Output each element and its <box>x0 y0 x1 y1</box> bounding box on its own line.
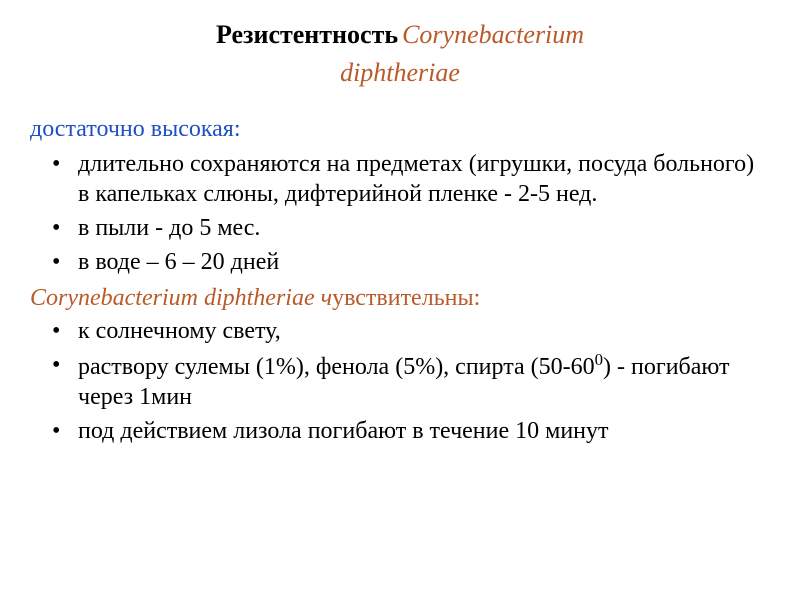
subheading-high-resistance: достаточно высокая: <box>30 116 770 143</box>
item-superscript: 0 <box>595 350 603 369</box>
list-item: под действием лизола погибают в течение … <box>30 416 770 446</box>
list-item: к солнечному свету, <box>30 316 770 346</box>
title-line1: Резистентность Corynebacterium <box>30 20 770 50</box>
list-item: в пыли - до 5 мес. <box>30 213 770 243</box>
subheading-plain-part: увствительны: <box>332 285 480 311</box>
item-prefix: раствору сулемы (1%), фенола (5%), спирт… <box>78 354 595 380</box>
title-main-text: Резистентность <box>216 20 398 49</box>
resistance-list: длительно сохраняются на предметах (игру… <box>30 149 770 277</box>
list-item: длительно сохраняются на предметах (игру… <box>30 149 770 209</box>
title-italic-part2: diphtheriae <box>30 58 770 88</box>
list-item: в воде – 6 – 20 дней <box>30 247 770 277</box>
subheading-sensitive: Corynebacterium diphtheriae чувствительн… <box>30 285 770 312</box>
list-item: раствору сулемы (1%), фенола (5%), спирт… <box>30 350 770 412</box>
title-italic-part1: Corynebacterium <box>402 20 584 49</box>
slide-title: Резистентность Corynebacterium diphtheri… <box>30 20 770 88</box>
sensitivity-list: к солнечному свету, раствору сулемы (1%)… <box>30 316 770 446</box>
subheading-italic-part: Corynebacterium diphtheriae ч <box>30 285 332 311</box>
